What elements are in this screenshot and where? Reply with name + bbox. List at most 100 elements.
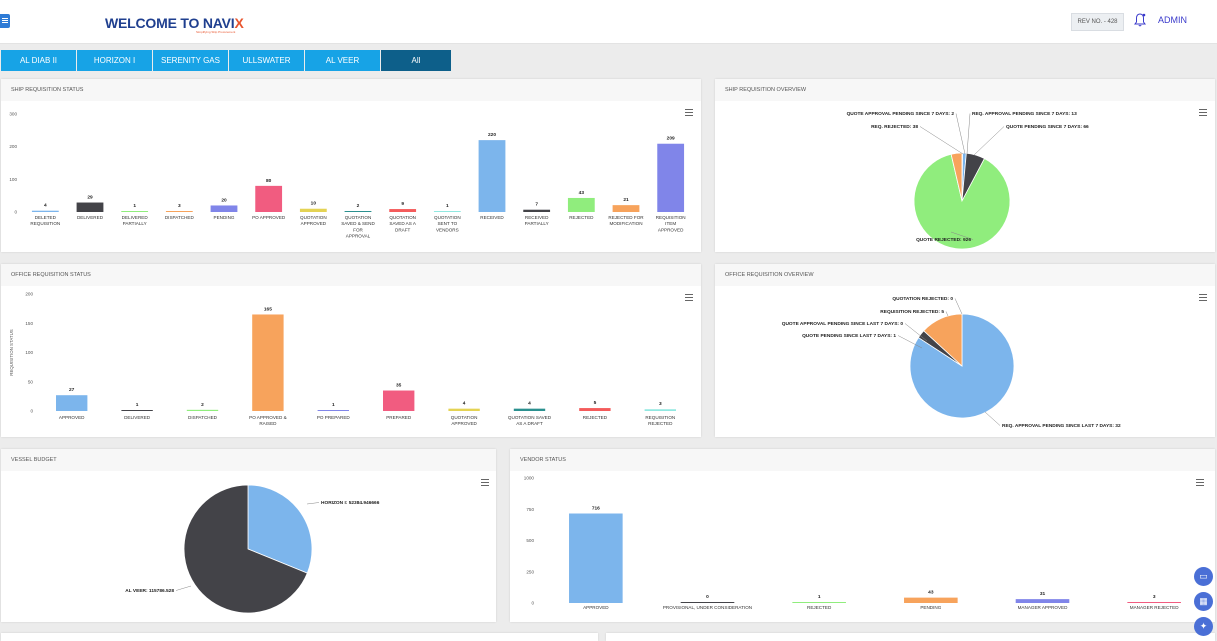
tab-horizon-i[interactable]: HORIZON I — [77, 50, 152, 71]
pie-connector — [966, 113, 971, 155]
pie-label: HORIZON I: 52384.946666 — [321, 500, 380, 506]
pie-label: REQ. REJECTED: 38 — [871, 124, 918, 130]
revision-badge: REV NO. - 428 — [1071, 13, 1124, 31]
bar — [56, 395, 88, 411]
category-label: RECEIVED — [480, 215, 504, 220]
bar — [657, 143, 685, 212]
chart-menu-icon[interactable] — [1196, 479, 1204, 486]
tab-serenity-gas[interactable]: SERENITY GAS — [153, 50, 228, 71]
data-label: 1 — [818, 594, 821, 600]
tab-al-veer[interactable]: AL VEER — [305, 50, 380, 71]
pie-label: REQUISITION REJECTED: 5 — [880, 309, 944, 315]
data-label: 1 — [332, 402, 335, 408]
pin-icon[interactable]: ✦ — [1194, 617, 1213, 636]
y-tick-label: 300 — [9, 112, 17, 117]
bar — [644, 409, 676, 411]
data-label: 0 — [706, 594, 709, 600]
category-label: QUOTATION SAVED AS A DRAFT — [389, 215, 416, 232]
bar — [252, 314, 284, 411]
chart-menu-icon[interactable] — [1199, 294, 1207, 301]
data-label: 43 — [928, 590, 934, 596]
bar — [299, 208, 327, 212]
tab-all[interactable]: All — [381, 50, 451, 71]
pie-slice — [909, 313, 1015, 419]
user-menu[interactable]: ADMIN — [1158, 15, 1187, 25]
category-label: QUOTATION APPROVED — [451, 415, 478, 426]
pie-label: QUOTE PENDING SINCE LAST 7 DAYS: 1 — [802, 333, 896, 339]
data-label: 1 — [136, 402, 139, 408]
panel-title: SHIP REQUISITION STATUS — [1, 79, 701, 101]
y-tick-label: 50 — [28, 379, 34, 384]
ship-requisition-overview-panel: SHIP REQUISITION OVERVIEW QUOTE REJECTED… — [715, 79, 1215, 252]
panel-title: VENDOR STATUS — [510, 449, 1215, 471]
bottom-panel-left — [1, 633, 598, 641]
bottom-panel-right — [606, 633, 1215, 641]
office-requisition-status-panel: OFFICE REQUISITION STATUS 0 50 100 150 200 RE… — [1, 264, 701, 437]
chart-menu-icon[interactable] — [685, 294, 693, 301]
category-label: DELIVERED — [77, 215, 104, 220]
data-label: 209 — [667, 136, 675, 142]
data-label: 1 — [133, 203, 136, 209]
office-status-chart: 0 50 100 150 200 REQUISITION STATUS 27 APPROVED… — [9, 292, 676, 426]
category-label: APPROVED — [59, 415, 85, 420]
category-label: RECEIVED PARTIALLY — [525, 215, 549, 226]
tab-ullswater[interactable]: ULLSWATER — [229, 50, 304, 71]
y-tick-label: 150 — [25, 321, 33, 326]
category-label: PO APPROVED — [252, 215, 286, 220]
data-label: 165 — [264, 306, 272, 312]
bar — [165, 211, 193, 212]
category-label: PENDING — [920, 605, 941, 610]
pie-connector — [954, 298, 963, 315]
pie-label: QUOTE PENDING SINCE 7 DAYS: 66 — [1006, 124, 1089, 130]
tab-al-diab-ii[interactable]: AL DIAB II — [1, 50, 76, 71]
category-label: QUOTATION APPROVED — [300, 215, 327, 226]
data-label: 220 — [488, 132, 496, 138]
data-label: 3 — [1153, 594, 1156, 600]
pie-label: QUOTATION REJECTED: 0 — [892, 296, 953, 302]
pie-slice — [913, 153, 1011, 250]
pie-connector — [897, 335, 923, 349]
notification-bell-icon[interactable] — [1134, 13, 1146, 32]
data-label: 31 — [1040, 591, 1046, 597]
data-label: 10 — [311, 201, 317, 207]
office-overview-chart: REQ. APPROVAL PENDING SINCE LAST 7 DAYS:… — [782, 296, 1121, 429]
data-label: 3 — [659, 401, 662, 407]
pie-label: QUOTE APPROVAL PENDING SINCE LAST 7 DAYS… — [782, 321, 904, 327]
data-label: 4 — [44, 203, 47, 209]
ship-requisition-status-panel: SHIP REQUISITION STATUS 0 100 200 300 4 DELET… — [1, 79, 701, 252]
category-label: REQUISITION REJECTED — [645, 415, 675, 426]
bar — [904, 597, 958, 603]
pie-label: REQ. APPROVAL PENDING SINCE 7 DAYS: 13 — [972, 111, 1077, 117]
welcome-title: WELCOME TO NAVIX — [105, 15, 244, 31]
bar — [389, 209, 417, 212]
pie-slice — [247, 484, 313, 574]
category-label: DELIVERED PARTIALLY — [122, 215, 149, 226]
data-label: 4 — [528, 401, 531, 407]
panel-title: SHIP REQUISITION OVERVIEW — [715, 79, 1215, 101]
bar — [567, 197, 595, 212]
data-label: 2 — [357, 203, 360, 209]
panel-title: VESSEL BUDGET — [1, 449, 496, 471]
grid-icon[interactable]: ▦ — [1194, 592, 1213, 611]
calendar-icon[interactable]: ▭ — [1194, 567, 1213, 586]
chart-menu-icon[interactable] — [685, 109, 693, 116]
pie-slice — [183, 484, 308, 614]
data-label: 3 — [178, 203, 181, 209]
bar — [448, 408, 480, 411]
chart-menu-icon[interactable] — [481, 479, 489, 486]
pie-label: QUOTE REJECTED: 926 — [916, 237, 971, 243]
y-tick-label: 750 — [526, 507, 534, 512]
pie-connector — [973, 126, 1005, 156]
category-label: DISPATCHED — [165, 215, 195, 220]
category-label: REJECTED — [569, 215, 594, 220]
bar — [612, 205, 640, 212]
y-tick-label: 500 — [526, 538, 534, 543]
pie-label: QUOTE APPROVAL PENDING SINCE 7 DAYS: 2 — [847, 111, 955, 117]
bar — [579, 408, 611, 411]
pie-connector — [950, 231, 974, 240]
chart-menu-icon[interactable] — [1199, 109, 1207, 116]
data-label: 4 — [463, 401, 466, 407]
menu-toggle-button[interactable] — [0, 14, 10, 28]
category-label: DELETED REQUISITION — [30, 215, 60, 226]
